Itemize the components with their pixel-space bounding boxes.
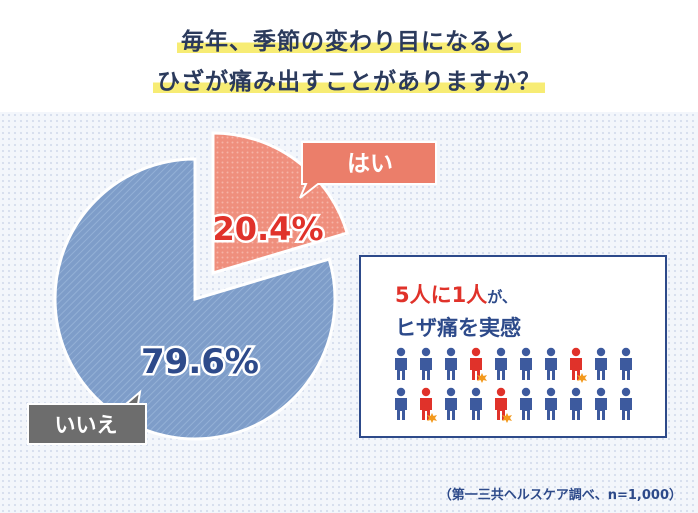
no-callout: いいえ — [27, 389, 147, 445]
info-box: 5人に1人が、 ヒザ痛を実感 — [359, 255, 667, 438]
yes-label: はい — [347, 151, 393, 177]
person-icon — [395, 387, 407, 420]
no-label: いいえ — [55, 413, 118, 437]
pie-slice-yes — [211, 131, 350, 276]
info-headline-tail: が、 — [487, 288, 517, 306]
person-icon — [595, 347, 607, 380]
pain-spark-icon — [502, 413, 512, 423]
chart-title-line-2: ひざが痛み出すことがありますか？ — [0, 62, 698, 96]
pie-chart: はい 20.4% 79.6% いいえ — [27, 131, 437, 445]
person-icon — [445, 387, 457, 420]
person-icon — [520, 347, 532, 380]
person-affected-icon — [570, 347, 587, 383]
pain-spark-icon — [427, 413, 437, 423]
people-pictogram — [395, 347, 632, 423]
info-headline-emphasis: 5人に1人 — [395, 283, 488, 307]
person-icon — [570, 387, 582, 420]
yes-callout: はい — [299, 141, 437, 199]
info-headline: 5人に1人が、 — [395, 279, 517, 309]
source-note: （第一三共ヘルスケア調べ、n=1,000） — [438, 488, 682, 503]
person-affected-icon — [470, 347, 487, 383]
person-icon — [545, 387, 557, 420]
person-icon — [595, 387, 607, 420]
pain-spark-icon — [477, 373, 487, 383]
title-area: 毎年、季節の変わり目になると ひざが痛み出すことがありますか？ — [0, 0, 698, 110]
chart-title-line-1: 毎年、季節の変わり目になると — [0, 22, 698, 56]
person-icon — [620, 347, 632, 380]
yes-value-label: 20.4% — [212, 210, 323, 248]
person-icon — [420, 347, 432, 380]
person-icon — [395, 347, 407, 380]
person-icon — [495, 347, 507, 380]
person-icon — [445, 347, 457, 380]
person-icon — [620, 387, 632, 420]
person-icon — [470, 387, 482, 420]
person-affected-icon — [495, 387, 512, 423]
info-subline: ヒザ痛を実感 — [395, 316, 521, 340]
pain-spark-icon — [577, 373, 587, 383]
person-affected-icon — [420, 387, 437, 423]
person-icon — [545, 347, 557, 380]
person-icon — [520, 387, 532, 420]
no-value-label: 79.6% — [141, 342, 259, 382]
